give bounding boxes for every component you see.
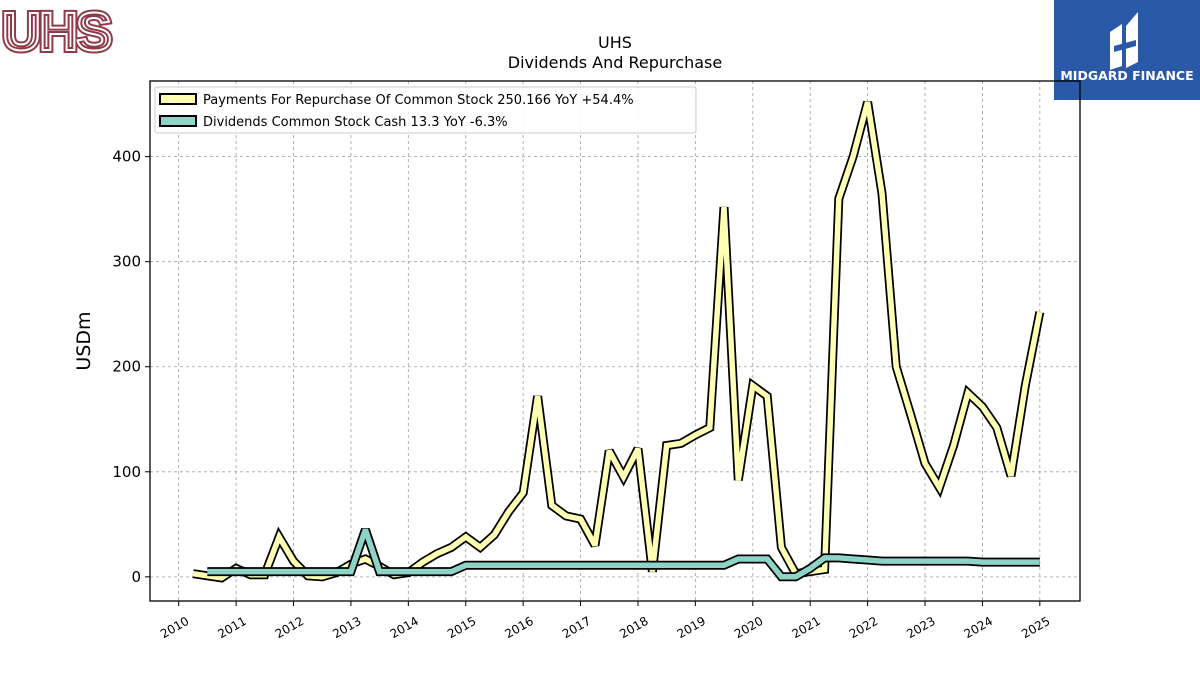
x-tick-label: 2016 <box>502 614 535 641</box>
x-tick-label: 2018 <box>617 614 650 641</box>
series-line-0 <box>192 101 1043 581</box>
uhs-logo-text-inner: UHS <box>2 2 110 62</box>
series-line-1 <box>207 528 1040 580</box>
legend: Payments For Repurchase Of Common Stock … <box>154 86 697 134</box>
y-tick-label: 100 <box>112 463 141 481</box>
grid <box>150 81 1080 601</box>
legend-box <box>154 86 697 134</box>
y-axis: 0 100 200 300 400 <box>112 148 150 586</box>
x-tick-label: 2017 <box>560 614 593 641</box>
x-tick-label: 2019 <box>675 614 708 641</box>
x-tick-label: 2011 <box>215 614 248 641</box>
legend-label-repurchase: Payments For Repurchase Of Common Stock … <box>203 93 634 108</box>
x-tick-label: 2024 <box>962 614 995 641</box>
plot-frame <box>149 80 1081 602</box>
midgard-logo-text: MIDGARD FINANCE <box>1060 68 1193 83</box>
midgard-finance-logo: MIDGARD FINANCE <box>1054 0 1200 100</box>
y-tick-label: 300 <box>112 253 141 271</box>
y-tick-label: 200 <box>112 358 141 376</box>
x-tick-label: 2021 <box>789 614 822 641</box>
legend-swatch-dividends <box>159 115 197 127</box>
x-tick-label: 2023 <box>904 614 937 641</box>
x-tick-label: 2022 <box>847 614 880 641</box>
x-axis: 2010 2011 2012 2013 2014 2015 2016 2017 2018 2019… <box>158 601 1053 641</box>
series-outline-0 <box>192 100 1045 583</box>
midgard-mark-icon: MIDGARD FINANCE <box>1060 12 1194 83</box>
series-layer <box>192 100 1045 583</box>
y-tick-label: 400 <box>112 148 141 166</box>
chart-subtitle: Dividends And Repurchase <box>508 53 722 72</box>
x-tick-label: 2013 <box>330 614 363 641</box>
x-tick-label: 2020 <box>732 614 765 641</box>
legend-label-dividends: Dividends Common Stock Cash 13.3 YoY -6.… <box>203 115 508 130</box>
uhs-logo-text: UHS <box>2 2 110 62</box>
chart-title: UHS <box>598 33 632 52</box>
x-tick-label: 2010 <box>158 614 191 641</box>
legend-swatch-repurchase <box>159 93 197 105</box>
y-tick-label: 0 <box>131 568 141 586</box>
y-axis-label: USDm <box>73 311 95 370</box>
x-tick-label: 2015 <box>445 614 478 641</box>
x-tick-label: 2012 <box>273 614 306 641</box>
uhs-logo: UHS UHS <box>0 0 115 62</box>
x-tick-label: 2014 <box>388 614 421 641</box>
x-tick-label: 2025 <box>1019 614 1052 641</box>
